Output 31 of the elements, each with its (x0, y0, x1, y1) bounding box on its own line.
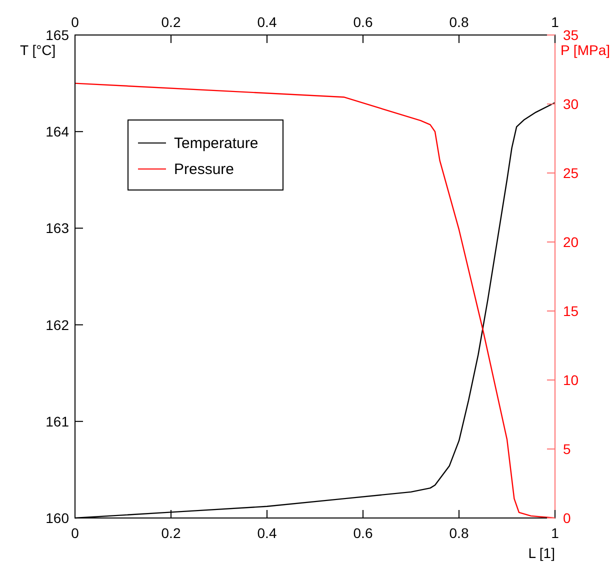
y-tick-label: 160 (46, 510, 70, 526)
legend-label: Pressure (174, 161, 234, 178)
y-tick-label: 164 (46, 124, 70, 140)
y-tick-label: 162 (46, 316, 70, 333)
y-tick-label: 165 (46, 27, 70, 43)
y2-axis-title: P [MPa] (560, 42, 610, 58)
x2-tick-label: 0.4 (257, 525, 277, 541)
y-tick-label: 163 (46, 220, 70, 236)
x-tick-label: 0.2 (161, 14, 181, 30)
y2-tick-label: 15 (563, 303, 579, 319)
y2-tick-label: 25 (563, 165, 579, 181)
y2-tick-label: 5 (563, 441, 571, 457)
legend-label: Temperature (174, 135, 258, 152)
y2-tick-label: 0 (563, 510, 571, 526)
x-axis-title: L [1] (528, 545, 555, 561)
x-tick-label: 0.6 (353, 14, 373, 30)
x-tick-label: 1 (551, 14, 560, 30)
x-tick-label: 0.4 (257, 14, 277, 30)
y2-tick-label: 20 (563, 234, 579, 250)
y2-tick-label: 10 (563, 372, 579, 388)
x2-tick-label: 0.2 (161, 525, 181, 541)
y2-tick-label: 30 (563, 96, 579, 112)
x2-tick-label: 0.6 (353, 525, 373, 541)
x-tick-label: 0 (71, 14, 80, 30)
y-tick-label: 161 (46, 413, 70, 430)
x2-tick-label: 0 (71, 525, 80, 541)
x2-tick-label: 1 (551, 525, 560, 541)
y2-tick-label: 35 (563, 27, 579, 43)
x-tick-label: 0.8 (449, 14, 469, 30)
x2-tick-label: 0.8 (449, 525, 469, 541)
y-axis-title: T [°C] (20, 42, 56, 58)
